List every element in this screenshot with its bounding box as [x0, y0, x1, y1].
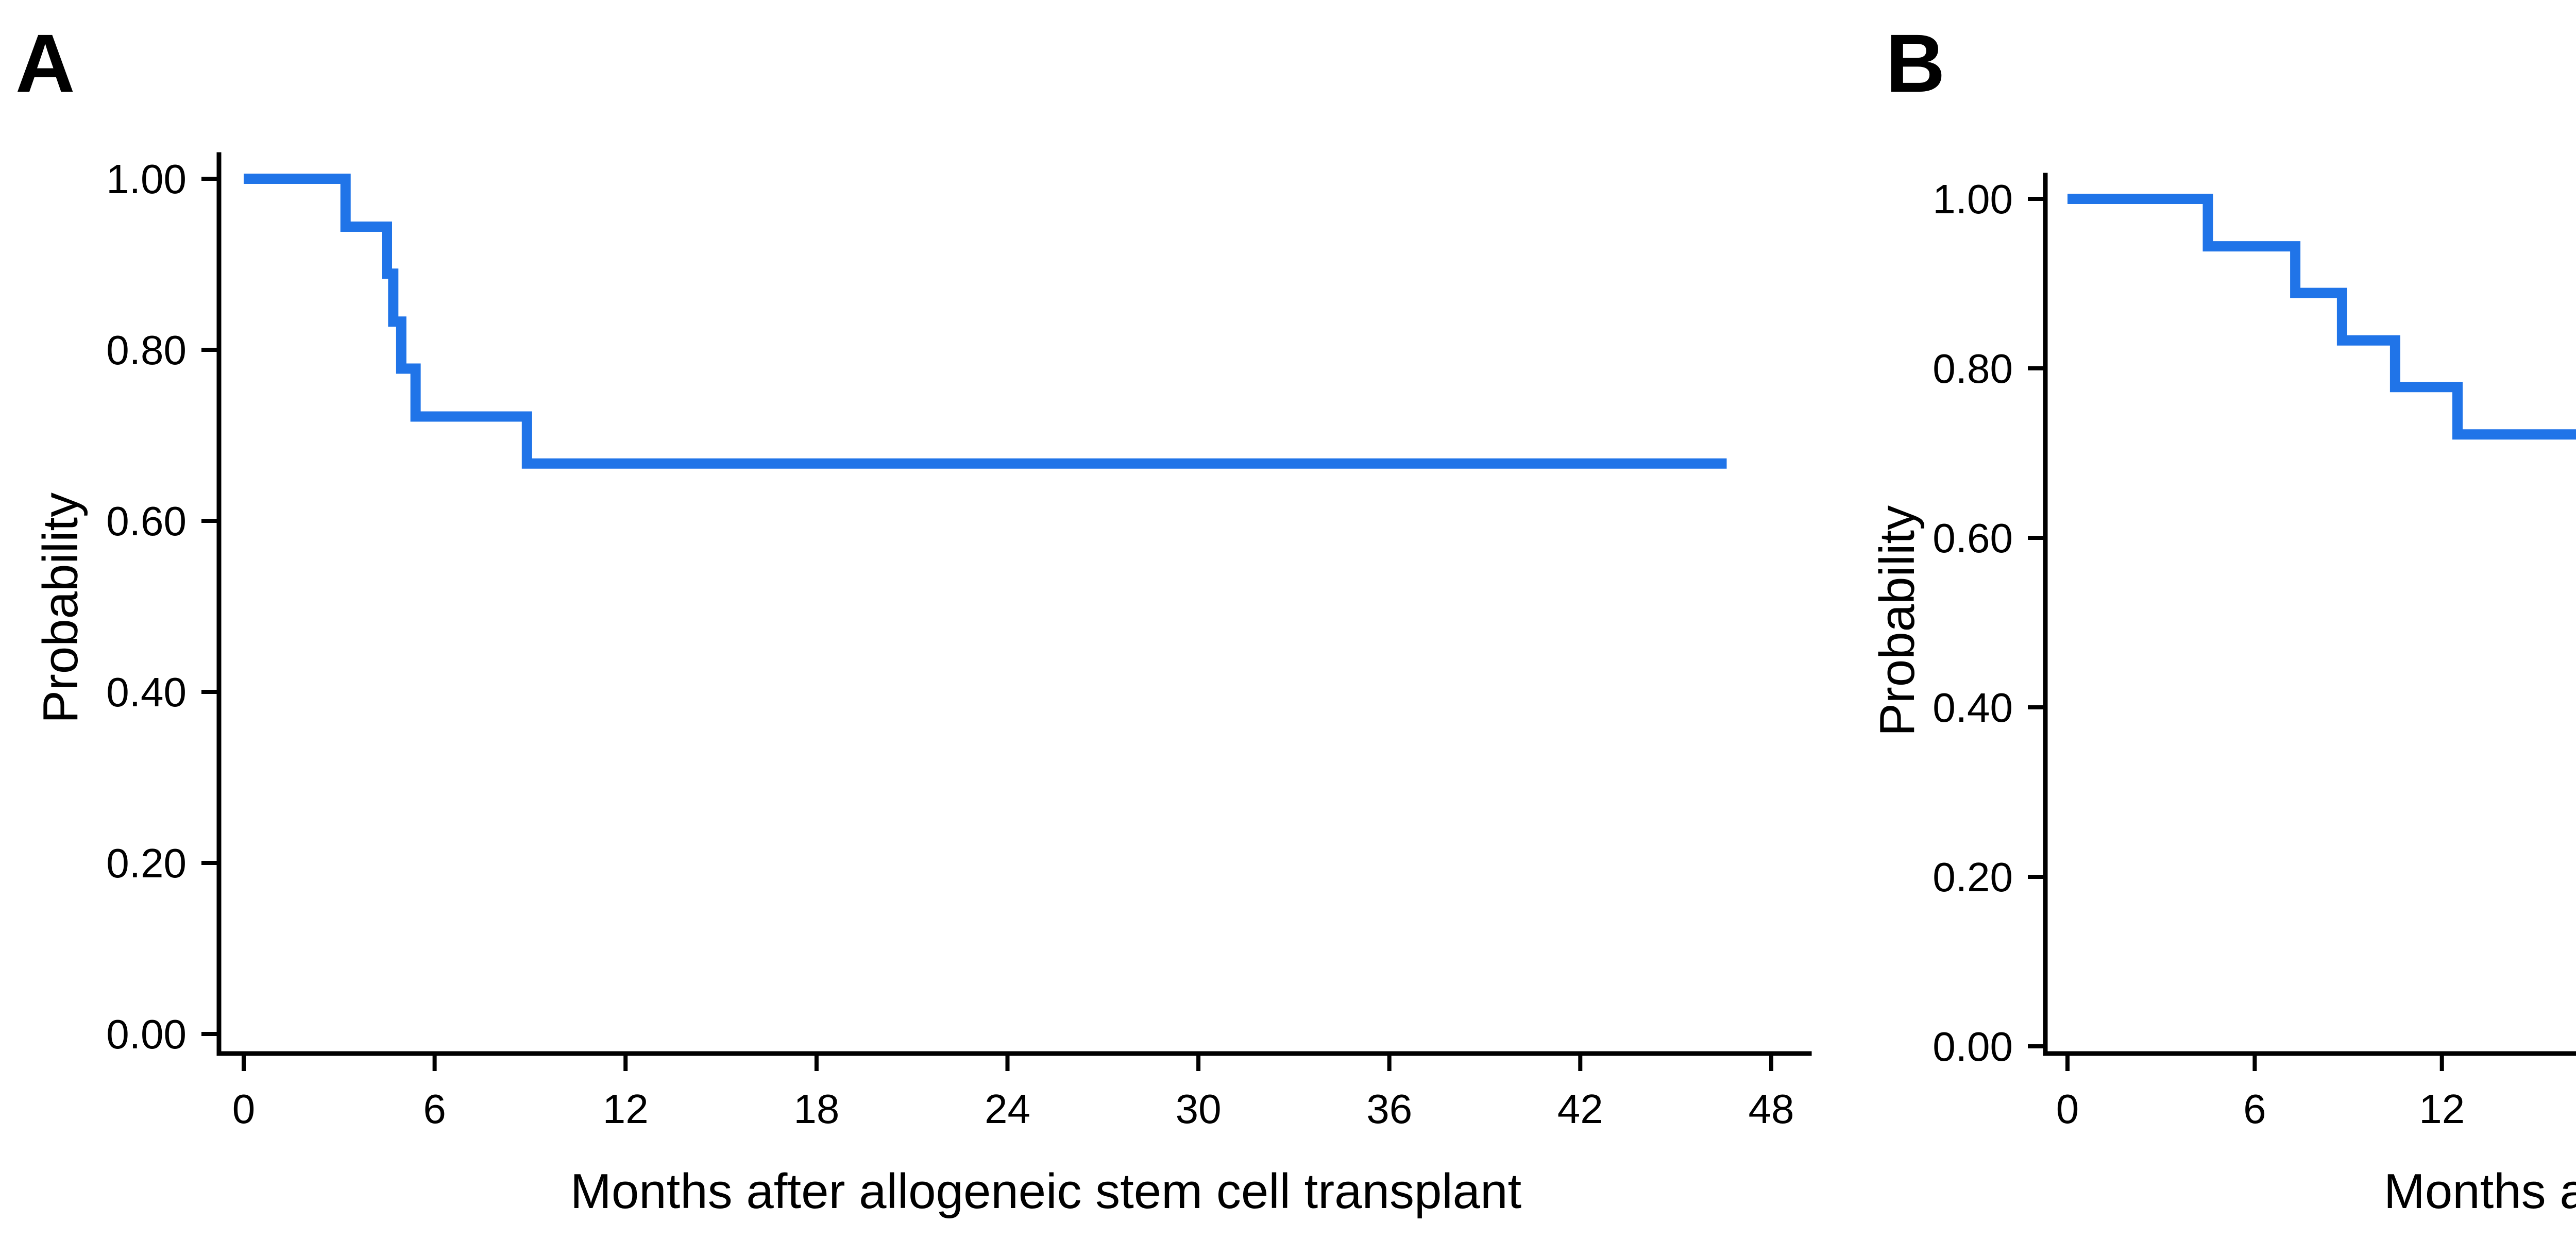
- panel-a: A 1.00 0.80 0.60 0.40 0.20 0.00 0 6 12 18 24 30 36 4…: [15, 17, 1812, 1219]
- y-tick-label: 0.60: [106, 498, 187, 544]
- y-tick-label: 0.00: [1933, 1024, 2013, 1070]
- x-tick-label: 30: [1176, 1086, 1222, 1132]
- panel-b: B 1.000.800.600.400.200.00 0612182430364…: [1870, 17, 2576, 1219]
- survival-curve-a: [244, 174, 1727, 469]
- y-tick-label: 1.00: [106, 156, 187, 202]
- x-tick-label: 12: [2419, 1086, 2465, 1132]
- y-tick-label: 0.40: [1933, 685, 2013, 731]
- y-tick-label: 0.80: [1933, 346, 2013, 392]
- x-tick-label: 0: [2056, 1086, 2079, 1132]
- y-tick-label: 0.20: [106, 840, 187, 886]
- y-tick-label: 0.40: [106, 669, 187, 715]
- panel-label-a: A: [15, 17, 75, 109]
- x-tick-label: 24: [985, 1086, 1030, 1132]
- panel-label-b: B: [1886, 17, 1945, 109]
- survival-curve-b: [2067, 194, 2576, 440]
- y-tick-label: 0.00: [106, 1011, 187, 1057]
- y-tick-label: 0.60: [1933, 515, 2013, 561]
- x-axis-ticks-a: 0 6 12 18 24 30 36 42 48: [232, 1054, 1794, 1132]
- y-axis-ticks-a: 1.00 0.80 0.60 0.40 0.20 0.00: [106, 156, 219, 1057]
- y-axis-title-a: Probability: [33, 493, 88, 723]
- x-axis-title-b: Months after allogeneic stem cell transp…: [2384, 1164, 2576, 1219]
- y-tick-label: 1.00: [1933, 176, 2013, 222]
- y-tick-label: 0.20: [1933, 854, 2013, 900]
- x-tick-label: 0: [232, 1086, 256, 1132]
- x-tick-label: 6: [2243, 1086, 2266, 1132]
- y-axis-ticks-b: 1.00 0.80 0.60 0.40 0.20 0.00: [1933, 176, 2045, 1070]
- x-axis-title-a: Months after allogeneic stem cell transp…: [570, 1164, 1521, 1219]
- x-tick-label: 12: [603, 1086, 649, 1132]
- x-tick-label: 42: [1557, 1086, 1603, 1132]
- x-tick-label: 6: [423, 1086, 446, 1132]
- y-axis-title-b: Probability: [1870, 505, 1925, 736]
- x-tick-label: 18: [793, 1086, 839, 1132]
- x-tick-label: 48: [1749, 1086, 1794, 1132]
- y-tick-label: 0.80: [106, 327, 187, 373]
- x-tick-label: 36: [1366, 1086, 1412, 1132]
